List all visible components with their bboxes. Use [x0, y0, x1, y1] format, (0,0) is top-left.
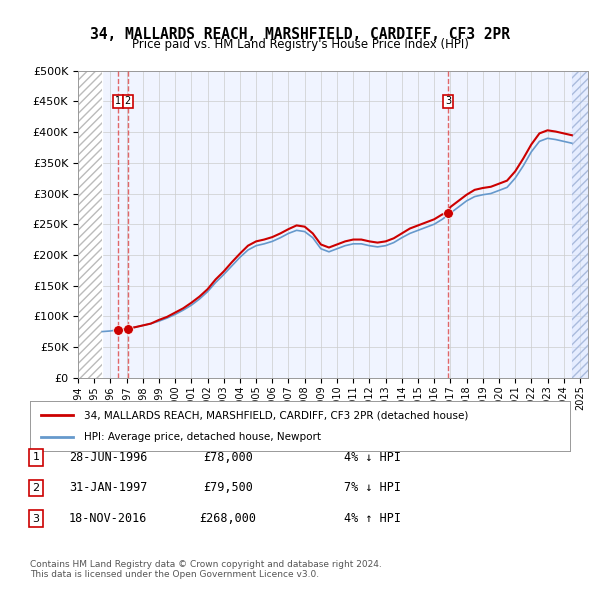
34, MALLARDS REACH, MARSHFIELD, CARDIFF, CF3 2PR (detached house): [447, 204, 454, 211]
Text: 2: 2: [32, 483, 40, 493]
Text: 28-JUN-1996: 28-JUN-1996: [69, 451, 147, 464]
34, MALLARDS REACH, MARSHFIELD, CARDIFF, CF3 2PR (detached house): [228, 258, 235, 266]
HPI: Average price, detached house, Newport: (2.02e+03, 3.82e+05): Average price, detached house, Newport: …: [568, 140, 575, 147]
HPI: Average price, detached house, Newport: (2e+03, 1.68e+05): Average price, detached house, Newport: …: [220, 271, 227, 278]
HPI: Average price, detached house, Newport: (2.02e+03, 2.58e+05): Average price, detached house, Newport: …: [439, 216, 446, 223]
HPI: Average price, detached house, Newport: (2e+03, 7.8e+04): Average price, detached house, Newport: …: [115, 326, 122, 333]
34, MALLARDS REACH, MARSHFIELD, CARDIFF, CF3 2PR (detached house): [568, 132, 575, 139]
Text: 34, MALLARDS REACH, MARSHFIELD, CARDIFF, CF3 2PR (detached house): 34, MALLARDS REACH, MARSHFIELD, CARDIFF,…: [84, 410, 469, 420]
HPI: Average price, detached house, Newport: (2e+03, 8.8e+04): Average price, detached house, Newport: …: [147, 320, 154, 327]
34, MALLARDS REACH, MARSHFIELD, CARDIFF, CF3 2PR (detached house): [115, 326, 122, 333]
Text: 1: 1: [115, 97, 121, 106]
Text: 18-NOV-2016: 18-NOV-2016: [69, 512, 147, 525]
Text: 4% ↓ HPI: 4% ↓ HPI: [343, 451, 401, 464]
Text: 3: 3: [445, 97, 452, 106]
HPI: Average price, detached house, Newport: (2.01e+03, 2.15e+05): Average price, detached house, Newport: …: [341, 242, 349, 249]
34, MALLARDS REACH, MARSHFIELD, CARDIFF, CF3 2PR (detached house): [220, 268, 227, 275]
Text: 31-JAN-1997: 31-JAN-1997: [69, 481, 147, 494]
Text: £268,000: £268,000: [199, 512, 257, 525]
Text: 34, MALLARDS REACH, MARSHFIELD, CARDIFF, CF3 2PR: 34, MALLARDS REACH, MARSHFIELD, CARDIFF,…: [90, 27, 510, 41]
34, MALLARDS REACH, MARSHFIELD, CARDIFF, CF3 2PR (detached house): [422, 219, 430, 226]
Line: 34, MALLARDS REACH, MARSHFIELD, CARDIFF, CF3 2PR (detached house): 34, MALLARDS REACH, MARSHFIELD, CARDIFF,…: [118, 130, 572, 330]
34, MALLARDS REACH, MARSHFIELD, CARDIFF, CF3 2PR (detached house): [544, 127, 551, 134]
Line: HPI: Average price, detached house, Newport: HPI: Average price, detached house, Newp…: [102, 138, 572, 332]
Text: 2: 2: [125, 97, 131, 106]
Bar: [572, 71, 588, 378]
Text: Contains HM Land Registry data © Crown copyright and database right 2024.
This d: Contains HM Land Registry data © Crown c…: [30, 560, 382, 579]
Bar: [572, 71, 588, 378]
Text: 4% ↑ HPI: 4% ↑ HPI: [343, 512, 401, 525]
Text: 1: 1: [32, 453, 40, 462]
HPI: Average price, detached house, Newport: (2.02e+03, 3.9e+05): Average price, detached house, Newport: …: [544, 135, 551, 142]
Bar: [78, 71, 102, 378]
34, MALLARDS REACH, MARSHFIELD, CARDIFF, CF3 2PR (detached house): [496, 180, 503, 187]
Text: 3: 3: [32, 514, 40, 523]
HPI: Average price, detached house, Newport: (2e+03, 7.5e+04): Average price, detached house, Newport: …: [98, 328, 106, 335]
Text: 7% ↓ HPI: 7% ↓ HPI: [343, 481, 401, 494]
Text: £79,500: £79,500: [203, 481, 253, 494]
34, MALLARDS REACH, MARSHFIELD, CARDIFF, CF3 2PR (detached house): [552, 128, 559, 135]
Bar: [78, 71, 102, 378]
HPI: Average price, detached house, Newport: (2e+03, 1.03e+05): Average price, detached house, Newport: …: [172, 311, 179, 318]
Text: Price paid vs. HM Land Registry's House Price Index (HPI): Price paid vs. HM Land Registry's House …: [131, 38, 469, 51]
Text: £78,000: £78,000: [203, 451, 253, 464]
Text: HPI: Average price, detached house, Newport: HPI: Average price, detached house, Newp…: [84, 432, 321, 442]
